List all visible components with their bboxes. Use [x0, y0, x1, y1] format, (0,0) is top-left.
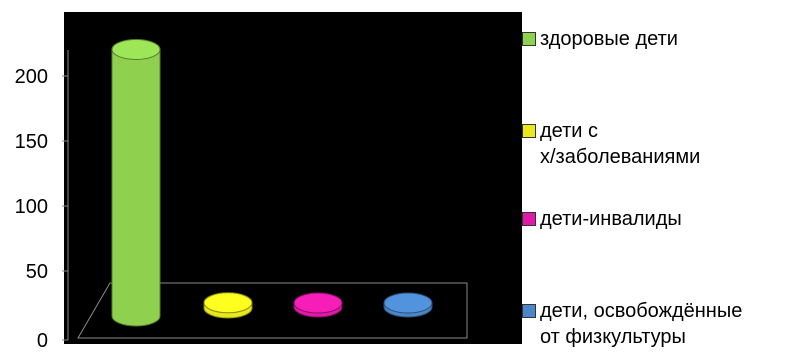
legend-label: дети с х/заболеваниями: [540, 120, 701, 168]
y-tick-label-2: 100: [15, 196, 48, 218]
legend-swatch-magenta: [522, 212, 536, 226]
legend-swatch-green: [522, 32, 536, 46]
legend: здоровые дети дети с х/заболеваниями дет…: [522, 0, 797, 354]
bar-0: [111, 39, 161, 327]
legend-swatch-yellow: [522, 124, 536, 138]
legend-swatch-blue: [522, 304, 536, 318]
chart-floor: [77, 282, 468, 339]
chart-plot: 0 50 100 150 200: [15, 12, 522, 352]
legend-label: дети-инвалиды: [540, 208, 682, 230]
legend-item-healthy-children: здоровые дети: [522, 26, 678, 52]
y-tick-label-4: 200: [15, 66, 48, 88]
bar-2: [293, 292, 343, 318]
legend-item-chronic-diseases: дети с х/заболеваниями: [522, 118, 700, 170]
bar-top-0: [111, 39, 161, 60]
legend-item-pe-exempt-children: дети, освобождённые от физкультуры: [522, 298, 742, 350]
bar-group: [111, 39, 433, 327]
bar-top-2: [293, 292, 343, 314]
bar-body-0: [111, 49, 161, 327]
y-tick-label-0: 0: [37, 330, 48, 352]
bar-1: [203, 292, 253, 319]
legend-label: здоровые дети: [540, 28, 678, 50]
bar-top-1: [203, 292, 253, 314]
legend-label: дети, освобождённые от физкультуры: [540, 300, 743, 348]
legend-item-disabled-children: дети-инвалиды: [522, 206, 682, 232]
y-tick-label-3: 150: [15, 131, 48, 153]
bar-3: [383, 292, 433, 318]
y-tick-label-1: 50: [26, 261, 48, 283]
bar-top-3: [383, 292, 433, 314]
